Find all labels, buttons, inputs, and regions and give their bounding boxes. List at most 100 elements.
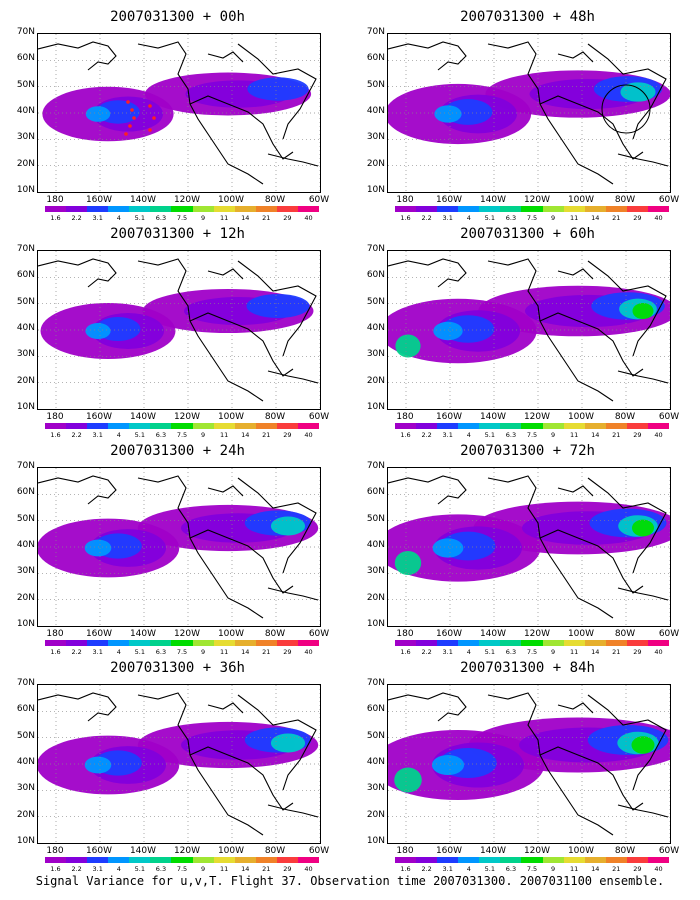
- latitude-label: 30N: [366, 132, 385, 143]
- variance-map-svg: [388, 685, 670, 843]
- colorbar-swatch: [108, 857, 130, 863]
- longitude-label: 60W: [658, 195, 680, 205]
- coastline: [617, 153, 669, 167]
- colorbar-swatch: [276, 206, 298, 212]
- longitude-label: 120W: [173, 195, 201, 205]
- observation-point: [152, 116, 156, 120]
- variance-map-svg: [38, 685, 320, 843]
- coastline: [207, 702, 244, 714]
- map-area: [37, 684, 321, 844]
- colorbar-swatch: [479, 640, 501, 646]
- coastline: [207, 268, 244, 280]
- colorbar-label: 3.1: [442, 214, 453, 222]
- coastline: [539, 95, 644, 160]
- longitude-label: 140W: [479, 629, 507, 639]
- panel-title: 2007031300 + 48h: [460, 9, 595, 25]
- colorbar-swatch: [563, 857, 585, 863]
- colorbar-label: 2.2: [421, 865, 432, 873]
- longitude-label: 160W: [435, 195, 463, 205]
- colorbar-swatch: [129, 423, 151, 429]
- colorbar-label: 21: [262, 648, 271, 656]
- coastline: [388, 41, 467, 71]
- variance-contour: [270, 516, 306, 536]
- colorbar-label: 4: [116, 648, 121, 656]
- coastline: [237, 43, 317, 140]
- colorbar-label: 5.1: [134, 431, 146, 439]
- colorbar-label: 4: [466, 214, 471, 222]
- colorbar-label: 1.6: [50, 214, 61, 222]
- colorbar-label: 7.5: [526, 431, 538, 439]
- colorbar-swatch: [129, 206, 151, 212]
- colorbar-label: 29: [283, 214, 292, 222]
- colorbar-swatch: [416, 206, 438, 212]
- map-area: [387, 250, 671, 410]
- map-area: [387, 467, 671, 627]
- latitude-label: 50N: [16, 79, 35, 90]
- map-area: [387, 33, 671, 193]
- colorbar-swatch: [542, 857, 564, 863]
- colorbar-swatch: [192, 640, 214, 646]
- latitude-label: 60N: [16, 53, 35, 64]
- longitude-label: 140W: [129, 629, 157, 639]
- colorbar-swatch: [45, 423, 67, 429]
- colorbar-swatch: [626, 640, 648, 646]
- observation-point: [126, 100, 130, 104]
- variance-contour: [394, 767, 422, 793]
- variance-contour: [431, 755, 465, 775]
- colorbar-swatch: [150, 640, 172, 646]
- variance-contour: [84, 539, 112, 557]
- latitude-label: 20N: [16, 592, 35, 603]
- variance-map-svg: [38, 34, 320, 192]
- longitude-label: 140W: [129, 195, 157, 205]
- variance-contour: [246, 294, 310, 318]
- colorbar-swatch: [647, 640, 670, 646]
- colorbar-label: 4: [466, 431, 471, 439]
- panel-title: 2007031300 + 84h: [460, 660, 595, 676]
- colorbar-swatch: [563, 640, 585, 646]
- colorbar-swatch: [395, 206, 417, 212]
- longitude-label: 180: [46, 412, 64, 422]
- map-panel: 2007031300 + 84h 70N 60N 50N 40N 30N 20N 10N 180…: [355, 656, 700, 874]
- coastline: [557, 485, 594, 497]
- colorbar-label: 6.3: [155, 431, 167, 439]
- colorbar-swatch: [297, 857, 320, 863]
- latitude-label: 70N: [16, 678, 35, 688]
- coastline: [388, 692, 467, 722]
- longitude-label: 60W: [308, 412, 330, 422]
- colorbar-label: 11: [220, 648, 229, 656]
- panel-title: 2007031300 + 12h: [110, 226, 245, 242]
- colorbar-label: 2.2: [71, 648, 82, 656]
- longitude-label: 180: [396, 195, 414, 205]
- colorbar-label: 29: [633, 214, 642, 222]
- colorbar-swatch: [647, 423, 670, 429]
- colorbar-label: 21: [612, 648, 621, 656]
- colorbar-swatch: [45, 206, 67, 212]
- colorbar-swatch: [192, 857, 214, 863]
- latitude-label: 60N: [366, 704, 385, 715]
- colorbar-labels: 1.6 2.2 3.1 4 5.1 6.3 7.5 9 11 14 21 29 40: [45, 865, 319, 873]
- colorbar: [395, 206, 670, 212]
- coastline: [237, 694, 317, 791]
- coastline: [267, 587, 319, 601]
- longitude-label: 120W: [523, 846, 551, 856]
- colorbar-label: 11: [570, 214, 579, 222]
- colorbar-swatch: [276, 423, 298, 429]
- colorbar-swatch: [479, 423, 501, 429]
- longitude-label: 60W: [308, 846, 330, 856]
- map-panel: 2007031300 + 72h 70N 60N 50N 40N 30N 20N 10N 180…: [355, 439, 700, 657]
- colorbar-swatch: [297, 206, 320, 212]
- colorbar-swatch: [45, 857, 67, 863]
- coastline: [237, 260, 317, 357]
- colorbar-label: 2.2: [71, 431, 82, 439]
- colorbar-swatch: [437, 640, 459, 646]
- longitude-label: 80W: [614, 629, 636, 639]
- colorbar-label: 2.2: [71, 865, 82, 873]
- coastline: [557, 51, 594, 63]
- longitude-label: 80W: [264, 195, 286, 205]
- colorbar-label: 14: [241, 865, 250, 873]
- coastline: [207, 51, 244, 63]
- longitude-label: 100W: [217, 629, 245, 639]
- latitude-label: 20N: [366, 592, 385, 603]
- colorbar: [45, 640, 320, 646]
- latitude-label: 70N: [16, 461, 35, 471]
